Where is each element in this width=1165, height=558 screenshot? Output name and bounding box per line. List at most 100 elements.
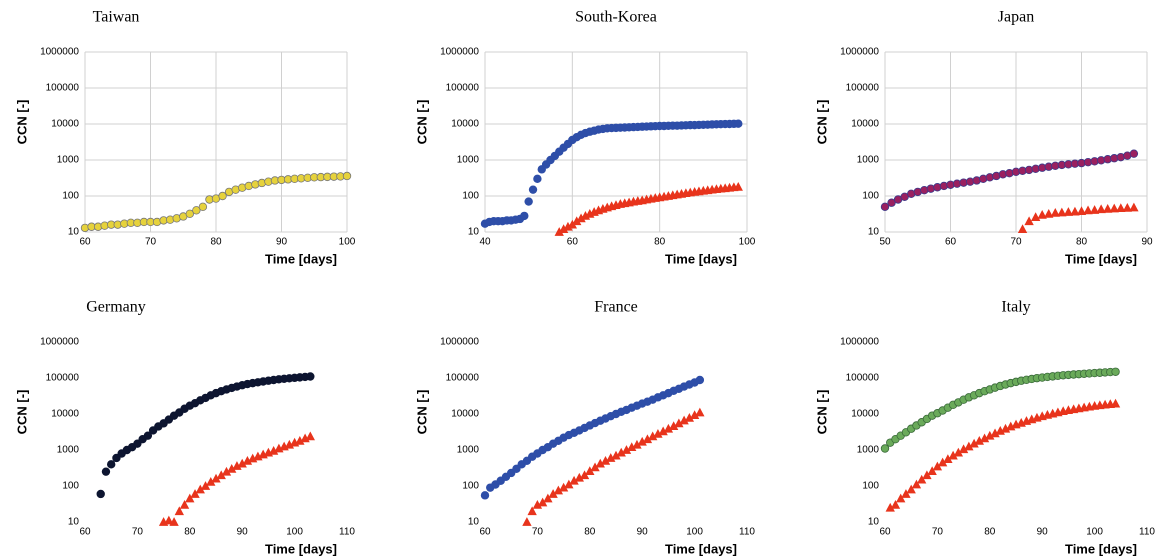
x-tick-label: 100 bbox=[1086, 527, 1103, 538]
x-tick-label: 90 bbox=[237, 527, 249, 538]
data-point bbox=[305, 431, 315, 441]
data-point bbox=[1083, 205, 1093, 215]
y-tick-label: 100000 bbox=[446, 83, 480, 94]
x-axis-label: Time [days] bbox=[265, 541, 337, 556]
data-point bbox=[190, 489, 200, 498]
data-point bbox=[695, 375, 705, 385]
y-tick-label: 1000000 bbox=[840, 47, 879, 58]
y-tick-label: 1000000 bbox=[40, 337, 79, 348]
chart-title: South-Korea bbox=[575, 9, 657, 26]
y-axis-label: CCN [-] bbox=[414, 390, 429, 435]
data-point bbox=[164, 515, 174, 525]
x-tick-label: 110 bbox=[339, 527, 355, 538]
y-tick-label: 1000000 bbox=[440, 47, 479, 58]
data-point bbox=[695, 407, 705, 417]
y-tick-label: 100000 bbox=[46, 83, 80, 94]
x-tick-label: 90 bbox=[1141, 237, 1153, 248]
y-tick-label: 1000 bbox=[57, 445, 80, 456]
x-tick-label: 60 bbox=[479, 527, 491, 538]
y-tick-label: 10000 bbox=[451, 119, 479, 130]
y-tick-label: 100000 bbox=[846, 373, 880, 384]
x-tick-label: 100 bbox=[339, 237, 356, 248]
data-point bbox=[1129, 149, 1139, 158]
data-point bbox=[192, 206, 201, 215]
x-tick-label: 70 bbox=[932, 527, 944, 538]
y-tick-label: 10 bbox=[868, 227, 880, 238]
x-axis-label: Time [days] bbox=[1065, 541, 1137, 556]
data-point bbox=[1116, 203, 1126, 213]
data-point bbox=[306, 372, 315, 381]
data-point bbox=[112, 453, 121, 463]
data-point bbox=[890, 499, 901, 509]
x-axis-label: Time [days] bbox=[665, 541, 737, 556]
y-tick-label: 100000 bbox=[46, 373, 80, 384]
y-tick-label: 10000 bbox=[51, 119, 79, 130]
data-point bbox=[734, 119, 743, 128]
data-point bbox=[1057, 207, 1067, 217]
data-point bbox=[527, 506, 537, 516]
data-point bbox=[1122, 202, 1133, 212]
data-point bbox=[543, 493, 553, 503]
y-tick-label: 10000 bbox=[851, 409, 879, 420]
x-tick-label: 40 bbox=[479, 237, 491, 248]
data-point bbox=[96, 489, 105, 499]
y-tick-label: 100 bbox=[62, 191, 79, 202]
data-point bbox=[533, 174, 542, 184]
y-tick-label: 10000 bbox=[51, 409, 79, 420]
x-tick-label: 60 bbox=[567, 237, 579, 248]
y-axis-label: CCN [-] bbox=[814, 390, 829, 435]
x-tick-label: 70 bbox=[145, 237, 157, 248]
data-point bbox=[522, 517, 532, 526]
data-point bbox=[1017, 224, 1028, 234]
chart-title: Taiwan bbox=[93, 9, 140, 26]
x-tick-label: 100 bbox=[686, 527, 703, 538]
data-point bbox=[906, 484, 916, 494]
panel: Japan CCN [-] Time [days] 10 100 1000 10000 100… bbox=[814, 9, 1153, 267]
data-point bbox=[887, 198, 896, 207]
data-point bbox=[512, 464, 521, 474]
data-point bbox=[106, 460, 116, 469]
x-tick-label: 60 bbox=[79, 527, 91, 538]
data-point bbox=[1050, 208, 1060, 217]
data-point bbox=[342, 171, 352, 181]
data-point bbox=[1096, 204, 1106, 214]
x-tick-label: 50 bbox=[879, 237, 891, 248]
x-tick-label: 60 bbox=[945, 237, 957, 248]
x-tick-label: 70 bbox=[532, 527, 544, 538]
y-tick-label: 1000 bbox=[857, 445, 880, 456]
data-point bbox=[1110, 398, 1121, 408]
x-tick-label: 80 bbox=[1076, 237, 1088, 248]
data-point bbox=[1070, 206, 1080, 216]
panel: South-Korea CCN [-] Time [days] 10 100 1000 10… bbox=[414, 9, 755, 267]
panel: Germany CCN [-] Time [days] 10 100 1000 10000 1… bbox=[14, 299, 355, 557]
x-tick-label: 90 bbox=[637, 527, 649, 538]
data-point bbox=[133, 439, 142, 448]
y-tick-label: 10 bbox=[468, 517, 480, 528]
data-point bbox=[528, 185, 538, 194]
y-tick-label: 100 bbox=[462, 191, 479, 202]
data-point bbox=[169, 517, 179, 526]
data-point bbox=[480, 491, 490, 500]
x-tick-label: 100 bbox=[739, 237, 756, 248]
y-tick-label: 100 bbox=[462, 481, 479, 492]
panel: France CCN [-] Time [days] 10 100 1000 10000 10… bbox=[414, 299, 755, 557]
y-tick-label: 100 bbox=[62, 481, 79, 492]
data-point bbox=[198, 202, 208, 212]
data-point bbox=[1103, 203, 1113, 213]
data-point bbox=[218, 191, 227, 201]
x-tick-label: 110 bbox=[739, 527, 755, 538]
data-point bbox=[1063, 207, 1074, 216]
y-axis-label: CCN [-] bbox=[414, 100, 429, 145]
data-point bbox=[896, 493, 906, 503]
data-point bbox=[733, 181, 743, 191]
y-tick-label: 100000 bbox=[446, 373, 480, 384]
y-tick-label: 1000 bbox=[857, 155, 880, 166]
x-tick-label: 80 bbox=[984, 527, 996, 538]
y-axis-label: CCN [-] bbox=[14, 100, 29, 145]
chart-title: France bbox=[594, 299, 638, 316]
y-axis-label: CCN [-] bbox=[814, 100, 829, 145]
x-tick-label: 80 bbox=[184, 527, 196, 538]
data-point bbox=[1030, 212, 1041, 221]
data-point bbox=[880, 202, 890, 212]
